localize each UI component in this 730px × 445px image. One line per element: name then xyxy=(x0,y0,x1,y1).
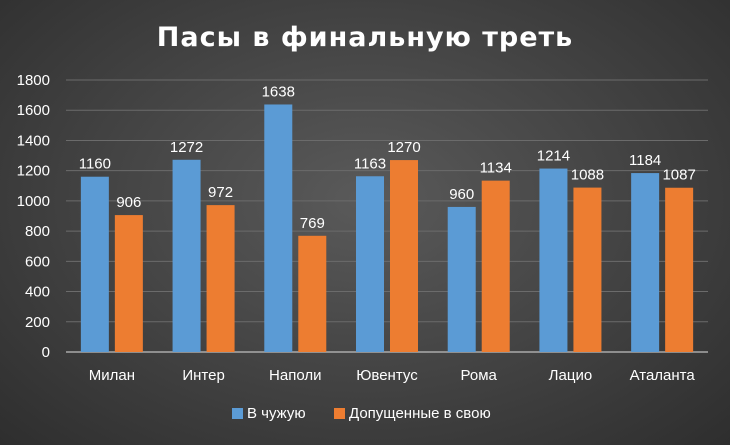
bar-series-2 xyxy=(665,187,694,352)
data-label: 906 xyxy=(116,194,141,211)
data-label: 1184 xyxy=(629,152,661,169)
data-label: 1087 xyxy=(662,167,695,184)
bar-series-2 xyxy=(114,215,143,352)
y-tick-label: 400 xyxy=(25,284,50,301)
bar-series-1 xyxy=(631,173,660,352)
bar-series-2 xyxy=(481,180,510,352)
chart-title: Пасы в финальную треть xyxy=(157,22,573,53)
data-label: 1160 xyxy=(79,156,111,173)
legend-swatch xyxy=(334,408,345,419)
y-axis: 0 200 400 600 800 1000 1200 1400 1600 1800 xyxy=(17,72,50,361)
data-label: 972 xyxy=(208,184,233,201)
legend-entry: В чужую xyxy=(247,405,306,422)
data-label: 1163 xyxy=(354,155,386,172)
bar-series-2 xyxy=(573,187,602,352)
x-tick-label: Лацио xyxy=(549,367,593,384)
data-label: 960 xyxy=(449,186,474,203)
data-label: 1638 xyxy=(262,83,295,100)
y-tick-label: 0 xyxy=(42,344,50,361)
x-tick-label: Наполи xyxy=(269,367,321,384)
x-tick-label: Аталанта xyxy=(630,367,696,384)
data-label: 1272 xyxy=(170,139,203,156)
x-tick-label: Ювентус xyxy=(356,367,418,384)
x-tick-label: Интер xyxy=(182,367,224,384)
bar-series-1 xyxy=(264,104,293,352)
bar-series-2 xyxy=(206,205,235,352)
y-tick-label: 1200 xyxy=(17,163,50,180)
y-tick-label: 1000 xyxy=(17,193,50,210)
x-tick-label: Рома xyxy=(461,367,498,384)
data-label: 1088 xyxy=(571,167,604,184)
bar-series-1 xyxy=(447,206,476,352)
bar-series-1 xyxy=(80,176,109,352)
data-label: 1214 xyxy=(537,148,570,165)
y-tick-label: 1400 xyxy=(17,132,50,149)
data-label: 1270 xyxy=(387,139,420,156)
legend: В чужую Допущенные в свою xyxy=(232,405,491,422)
x-tick-label: Милан xyxy=(89,367,135,384)
y-tick-label: 1800 xyxy=(17,72,50,89)
y-tick-label: 200 xyxy=(25,314,50,331)
x-axis: Милан Интер Наполи Ювентус Рома Лацио Аталанта xyxy=(89,367,696,384)
y-tick-label: 1600 xyxy=(17,102,50,119)
legend-entry: Допущенные в свою xyxy=(349,405,491,422)
legend-swatch xyxy=(232,408,243,419)
gridlines xyxy=(66,79,708,353)
data-label: 769 xyxy=(300,215,325,232)
bar-series-1 xyxy=(172,159,201,352)
bar-series-2 xyxy=(298,235,327,352)
y-tick-label: 800 xyxy=(25,223,50,240)
bar-series-2 xyxy=(390,160,418,352)
bar-series-1 xyxy=(356,176,384,352)
data-label: 1134 xyxy=(480,160,512,177)
bar-series-1 xyxy=(539,168,568,352)
bars xyxy=(80,104,694,352)
y-tick-label: 600 xyxy=(25,253,50,270)
